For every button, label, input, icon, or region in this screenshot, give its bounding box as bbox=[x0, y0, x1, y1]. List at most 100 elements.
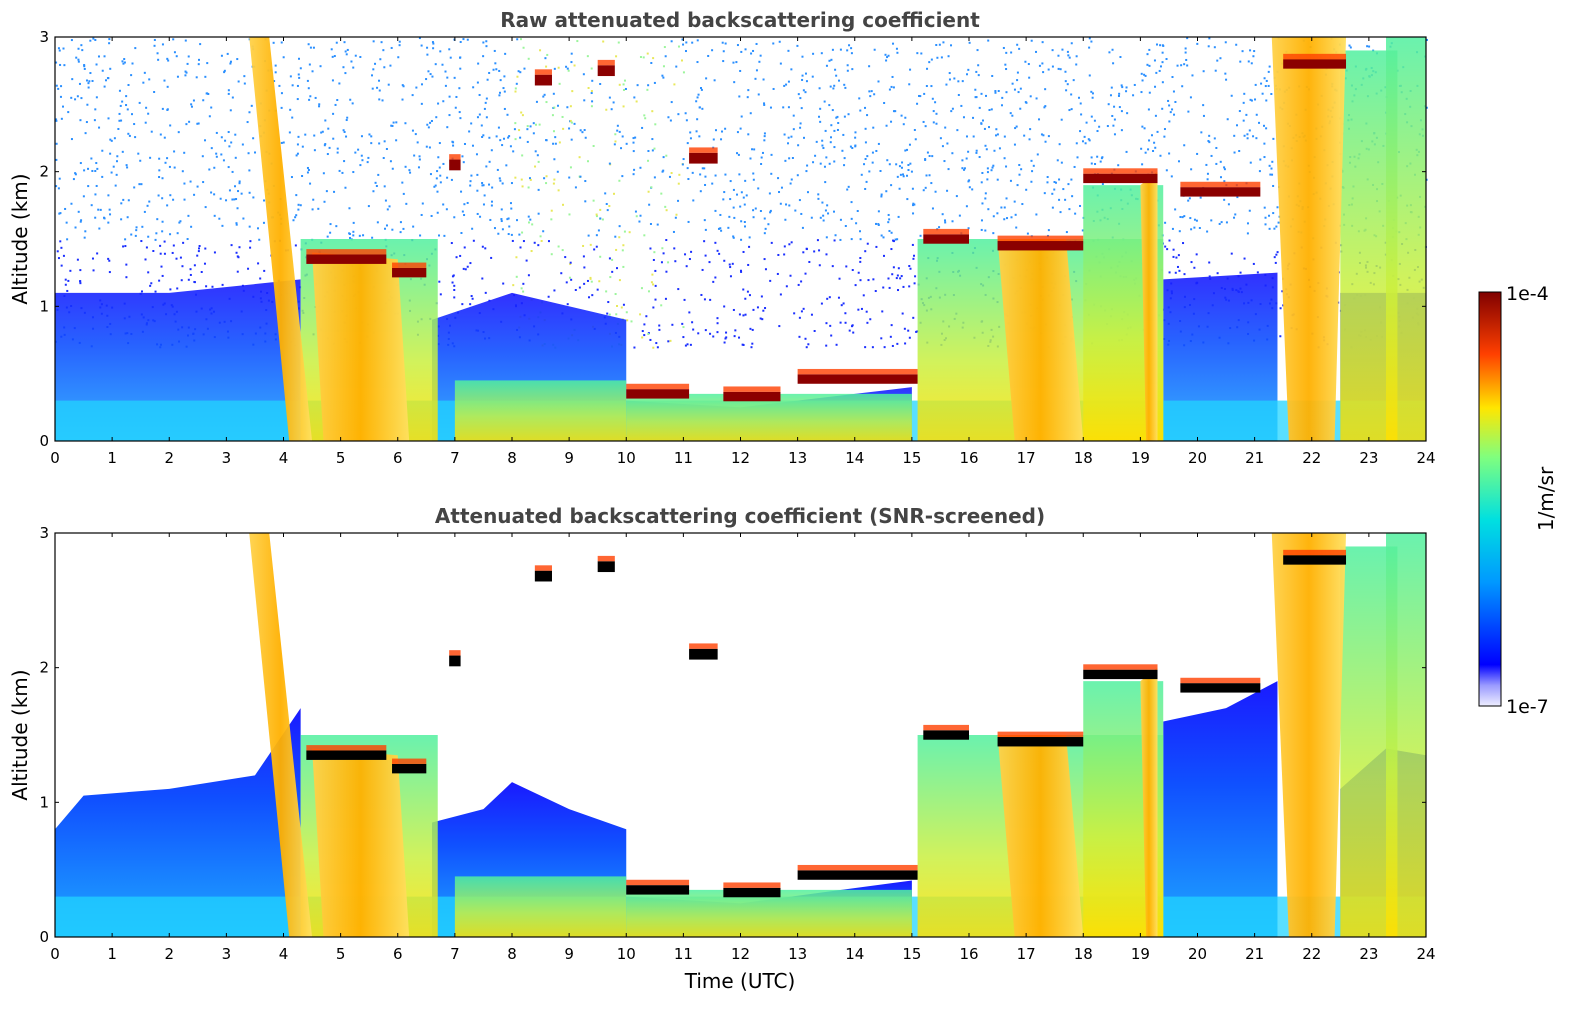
x-tick-label: 7 bbox=[450, 449, 460, 467]
noise-speckle bbox=[1219, 57, 1222, 60]
noise-speckle bbox=[746, 96, 749, 99]
noise-speckle bbox=[552, 92, 555, 95]
noise-speckle bbox=[1425, 106, 1428, 109]
noise-speckle bbox=[695, 100, 698, 103]
noise-speckle bbox=[701, 167, 704, 170]
noise-speckle bbox=[122, 245, 125, 248]
noise-speckle bbox=[438, 166, 441, 169]
noise-speckle bbox=[1169, 111, 1172, 114]
noise-speckle bbox=[639, 166, 642, 169]
noise-speckle bbox=[1276, 251, 1279, 254]
noise-speckle bbox=[557, 245, 560, 248]
noise-speckle bbox=[262, 221, 265, 224]
noise-speckle bbox=[175, 55, 178, 58]
noise-speckle bbox=[1100, 157, 1103, 160]
noise-speckle bbox=[545, 139, 548, 142]
noise-speckle bbox=[65, 221, 68, 224]
noise-speckle bbox=[259, 277, 262, 280]
noise-speckle bbox=[691, 321, 694, 324]
noise-speckle bbox=[359, 164, 362, 167]
noise-speckle bbox=[1113, 105, 1116, 108]
y-tick-label: 3 bbox=[39, 28, 49, 46]
noise-speckle bbox=[670, 40, 673, 43]
noise-speckle bbox=[821, 144, 824, 147]
noise-speckle bbox=[401, 181, 404, 184]
noise-speckle bbox=[372, 68, 375, 71]
noise-speckle bbox=[777, 253, 780, 256]
noise-speckle bbox=[254, 151, 257, 154]
noise-speckle bbox=[161, 107, 164, 110]
noise-speckle bbox=[574, 288, 577, 291]
noise-speckle bbox=[885, 124, 888, 127]
cloud-edge bbox=[923, 724, 969, 731]
noise-speckle bbox=[906, 198, 909, 201]
noise-speckle bbox=[231, 96, 234, 99]
noise-speckle bbox=[570, 121, 573, 124]
noise-speckle bbox=[294, 216, 297, 219]
noise-speckle bbox=[1065, 231, 1068, 234]
noise-speckle bbox=[714, 129, 717, 132]
noise-speckle bbox=[805, 248, 808, 251]
x-tick-label: 18 bbox=[1074, 945, 1093, 963]
noise-speckle bbox=[634, 210, 637, 213]
noise-speckle bbox=[237, 256, 240, 259]
noise-speckle bbox=[584, 136, 587, 139]
noise-speckle bbox=[448, 95, 451, 98]
noise-speckle bbox=[1208, 141, 1211, 144]
noise-speckle bbox=[1223, 180, 1226, 183]
noise-speckle bbox=[466, 38, 469, 41]
noise-speckle bbox=[485, 97, 488, 100]
noise-speckle bbox=[991, 74, 994, 77]
noise-speckle bbox=[760, 295, 763, 298]
noise-speckle bbox=[1001, 96, 1004, 99]
noise-speckle bbox=[161, 220, 164, 223]
noise-speckle bbox=[871, 346, 874, 349]
x-tick-label: 11 bbox=[674, 449, 693, 467]
noise-speckle bbox=[476, 81, 479, 84]
noise-speckle bbox=[236, 58, 239, 61]
noise-speckle bbox=[187, 278, 190, 281]
noise-speckle bbox=[818, 249, 821, 252]
noise-speckle bbox=[812, 161, 815, 164]
noise-speckle bbox=[412, 225, 415, 228]
noise-speckle bbox=[1239, 60, 1242, 63]
noise-speckle bbox=[1267, 70, 1270, 73]
noise-speckle bbox=[1146, 63, 1149, 66]
noise-speckle bbox=[561, 249, 564, 252]
noise-speckle bbox=[963, 168, 966, 171]
noise-speckle bbox=[94, 193, 97, 196]
noise-speckle bbox=[131, 62, 134, 65]
noise-speckle bbox=[900, 114, 903, 117]
noise-speckle bbox=[185, 123, 188, 126]
noise-speckle bbox=[579, 129, 582, 132]
noise-speckle bbox=[1079, 130, 1082, 133]
noise-speckle bbox=[825, 322, 828, 325]
noise-speckle bbox=[1155, 43, 1158, 46]
noise-speckle bbox=[664, 297, 667, 300]
noise-speckle bbox=[1233, 134, 1236, 137]
x-tick-label: 13 bbox=[788, 449, 807, 467]
noise-speckle bbox=[614, 133, 617, 136]
noise-speckle bbox=[177, 131, 180, 134]
noise-speckle bbox=[859, 279, 862, 282]
noise-speckle bbox=[703, 167, 706, 170]
noise-speckle bbox=[494, 62, 497, 65]
raw-y-axis-label: Altitude (km) bbox=[8, 173, 32, 304]
noise-speckle bbox=[888, 218, 891, 221]
noise-speckle bbox=[492, 68, 495, 71]
noise-speckle bbox=[877, 210, 880, 213]
noise-speckle bbox=[247, 267, 250, 270]
noise-speckle bbox=[401, 84, 404, 87]
noise-speckle bbox=[333, 55, 336, 58]
elevated-cloud bbox=[449, 159, 461, 171]
noise-speckle bbox=[835, 343, 838, 346]
noise-speckle bbox=[1003, 135, 1006, 138]
noise-speckle bbox=[360, 135, 363, 138]
noise-speckle bbox=[751, 342, 754, 345]
noise-speckle bbox=[1062, 188, 1065, 191]
noise-speckle bbox=[800, 280, 803, 283]
noise-speckle bbox=[806, 164, 809, 167]
noise-speckle bbox=[658, 328, 661, 331]
noise-speckle bbox=[249, 246, 252, 249]
noise-speckle bbox=[748, 245, 751, 248]
